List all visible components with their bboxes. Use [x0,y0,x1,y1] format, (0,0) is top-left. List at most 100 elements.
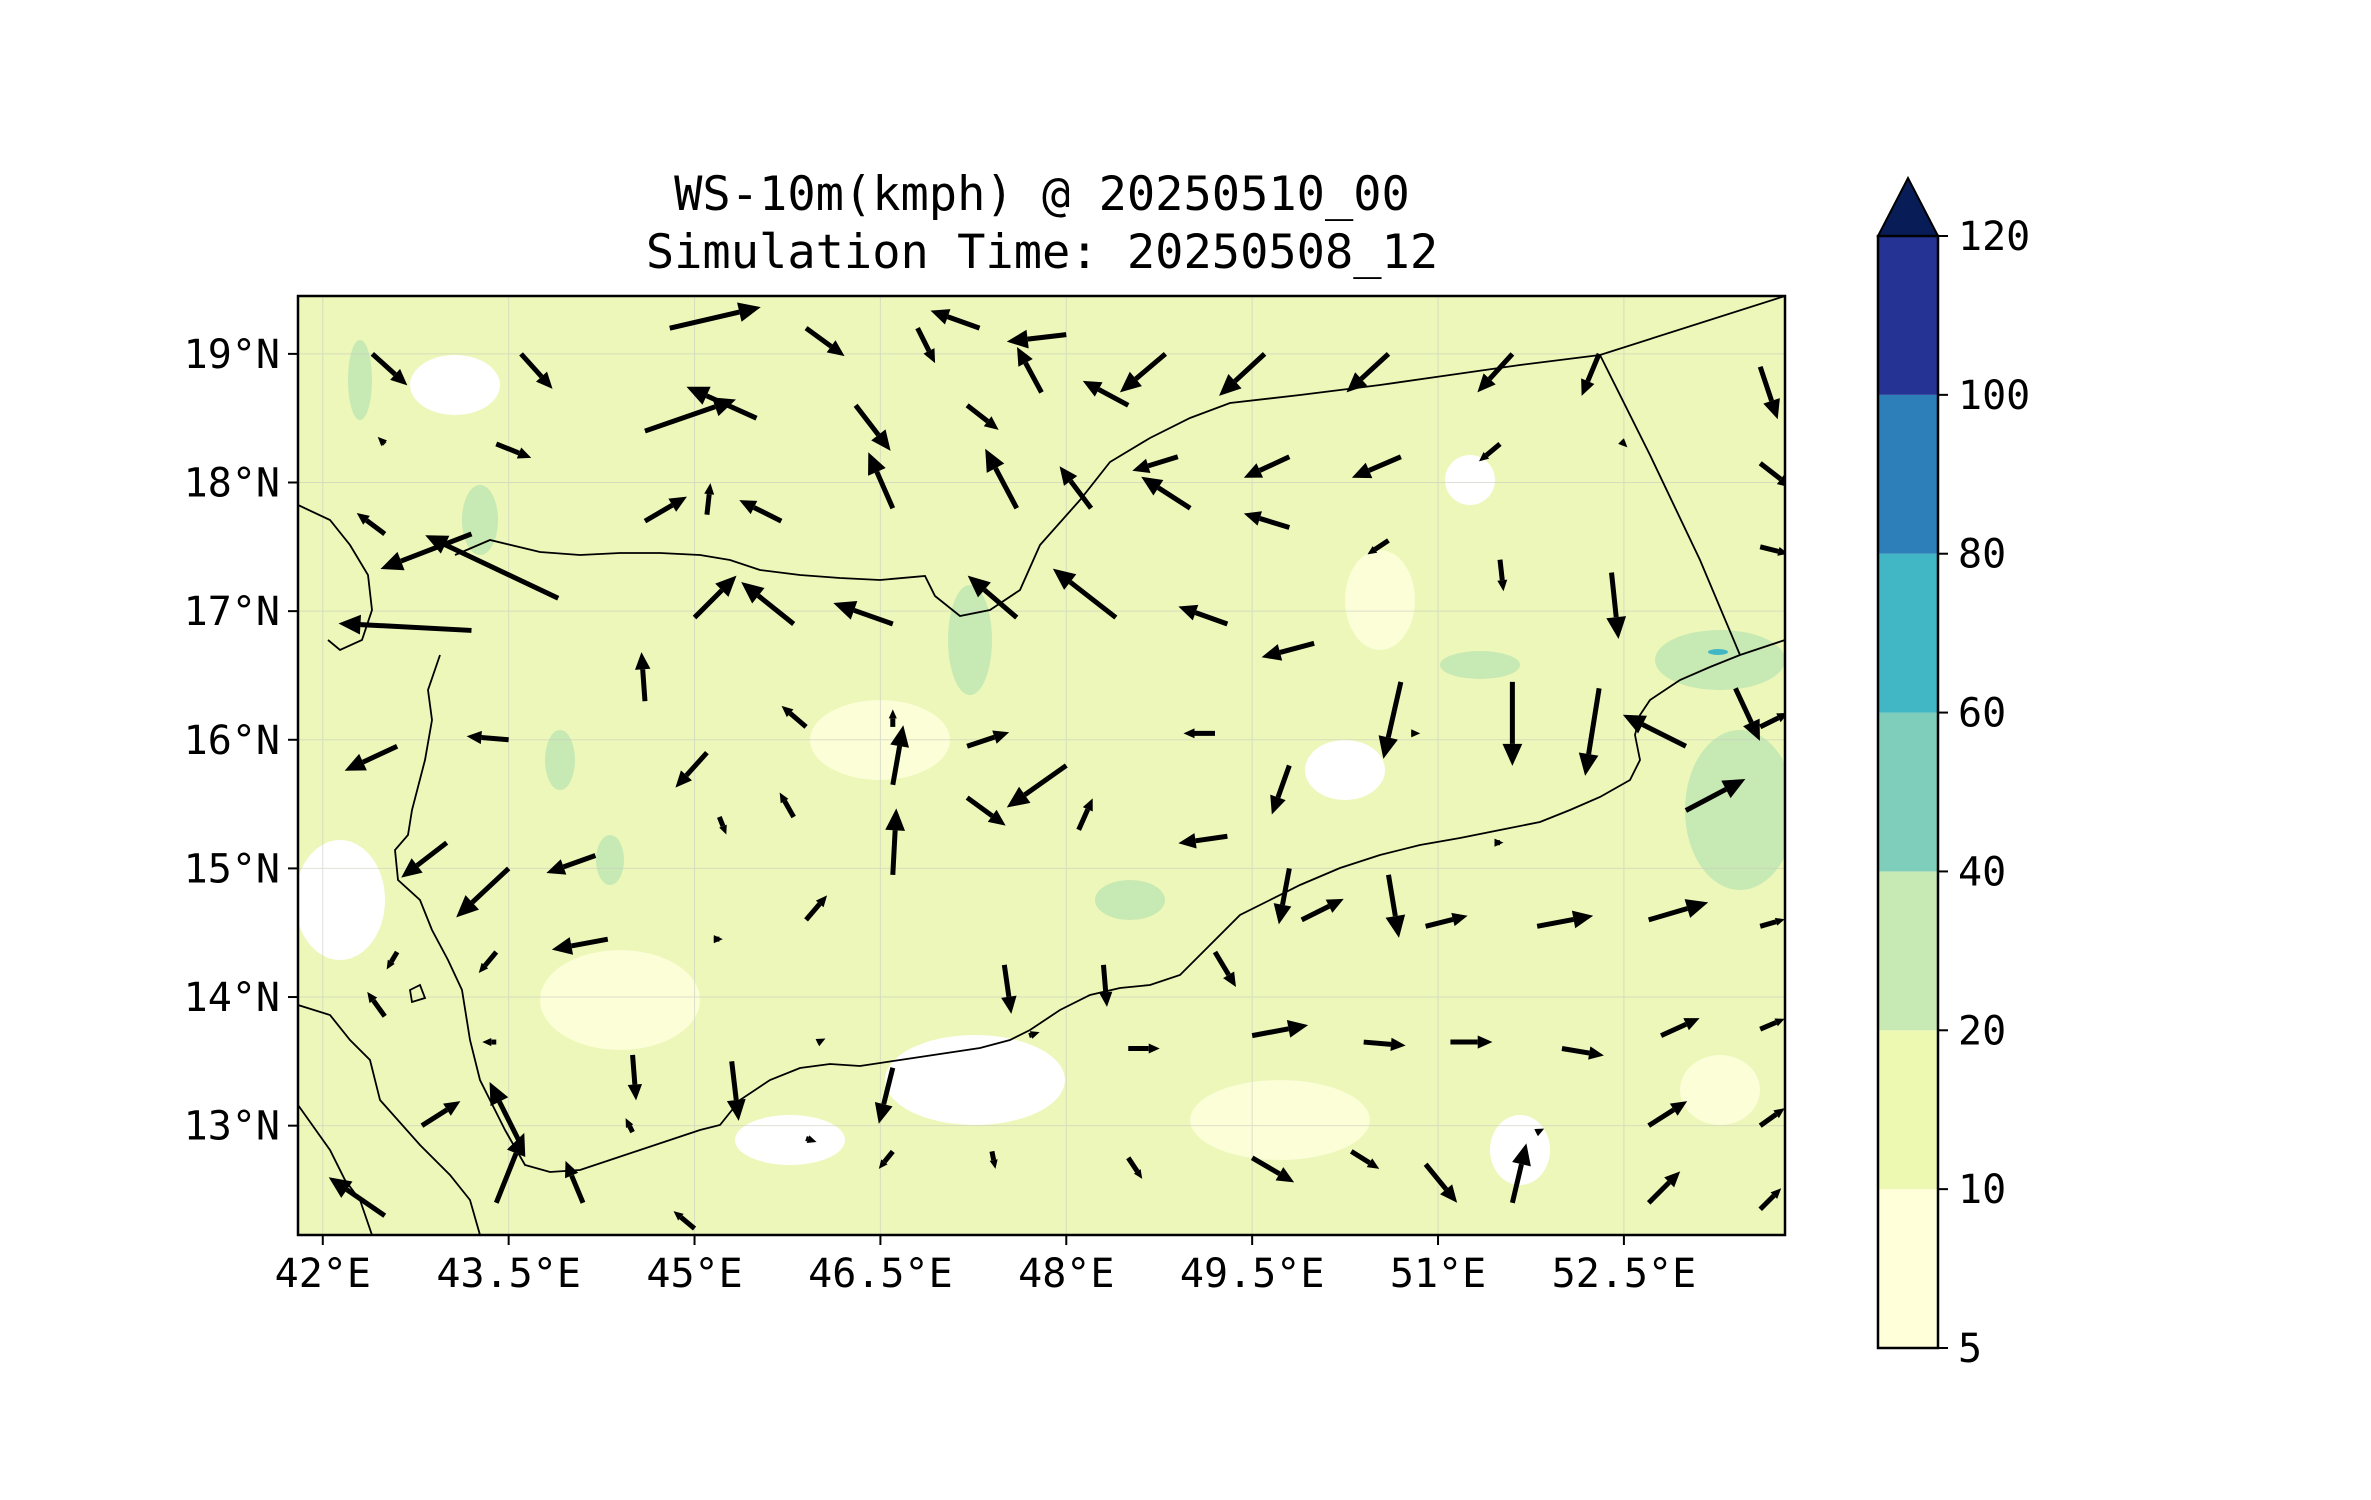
wind-arrow [1178,833,1228,849]
wind-arrow [478,950,499,974]
wind-arrow [1126,1156,1143,1179]
wind-arrow [1618,438,1628,448]
moderate-speed-patches [348,340,1785,920]
wind-arrow [930,309,981,331]
wind-arrow [1647,1101,1688,1128]
wind-arrow [1733,687,1760,741]
wind-arrow [401,840,449,878]
title-line-1: WS-10m(kmph) @ 20250510_00 [674,167,1410,222]
colorbar-tick-label: 120 [1958,214,2030,260]
colorbar-box [1878,1030,1938,1190]
wind-arrow [1477,352,1515,393]
wind-arrow [726,1061,746,1121]
wind-arrow [643,496,687,524]
colorbar-extend-triangle [1876,175,1940,237]
colorbar-tick-label: 10 [1958,1167,2006,1213]
wind-arrow [1212,950,1236,988]
wind-arrow [338,614,472,635]
wind-arrow [1052,568,1118,620]
wind-arrow [634,652,651,702]
wind-arrow [965,795,1006,826]
wind-arrow [1450,1035,1493,1049]
wind-arrow [386,950,400,970]
wind-arrow [1300,898,1344,923]
colorbar-tick-label: 60 [1958,691,2006,737]
wind-arrow [739,500,783,524]
wind-arrow [1006,329,1067,349]
wind-arrow [1261,640,1315,661]
lon-tick-label: 45°E [646,1251,742,1297]
wind-arrow [367,991,387,1018]
wind-arrow [420,1101,461,1128]
wind-arrow [627,1054,643,1101]
wind-arrow [804,326,845,357]
wind-arrow [1497,559,1508,592]
latitude-ticks: 19°N 18°N 17°N 16°N 15°N 14°N 13°N [184,332,298,1150]
coastlines-and-borders [298,296,1785,1235]
wind-arrow [888,709,897,727]
wind-arrow [1219,352,1267,396]
colorbar-box [1878,236,1938,395]
wind-arrow [1423,1162,1458,1203]
wind-arrow [1561,1046,1604,1060]
map-frame [296,294,1787,1237]
wind-arrow [874,1067,896,1124]
colorbar-tick-label: 5 [1958,1326,1982,1372]
wind-arrow [1273,867,1292,925]
wind-arrow [1578,687,1602,776]
wind-arrow [1606,572,1627,640]
wind-arrow [741,582,796,626]
wind-arrow [1128,1043,1160,1054]
wind-arrow [1494,838,1504,847]
wind-arrow [519,352,553,389]
wind-arrow [1250,1155,1295,1183]
wind-arrow [482,1038,497,1047]
colorbar-box [1878,712,1938,872]
colorbar-box [1878,871,1938,1031]
wind-arrow [1059,466,1094,510]
wind-arrow [1243,511,1291,530]
colorbar-tick-label: 40 [1958,849,2006,895]
wind-arrow [989,1150,998,1169]
wind-arrow [1141,476,1192,511]
african-coast [298,1004,481,1235]
wind-arrow [1251,1019,1309,1039]
wind-arrow [966,730,1010,749]
wind-arrow [716,816,727,835]
wind-arrow [1346,352,1391,393]
colorbar-frame [1876,234,1940,1350]
wind-arrow [625,1118,635,1134]
wind-arrow [1385,874,1406,938]
wind-arrow [1759,917,1785,929]
wind-arrow [1132,454,1179,474]
lat-tick-label: 17°N [184,589,280,635]
lon-tick-label: 52.5°E [1552,1251,1697,1297]
wind-arrow [673,1211,697,1231]
lon-tick-label: 42°E [275,1251,371,1297]
wind-arrow [853,403,891,451]
wind-arrow [328,1177,387,1218]
wind-arrow [1502,681,1523,766]
wind-arrow [686,386,758,421]
wind-arrow [1478,442,1502,462]
lat-tick-label: 14°N [184,975,280,1021]
wind-arrow [1646,1171,1681,1205]
wind-arrow [804,895,828,922]
wind-arrow [890,725,909,786]
saudi-border [454,296,1785,617]
title-line-2: Simulation Time: 20250508_12 [646,225,1438,280]
wind-arrow [489,1081,524,1147]
lat-tick-label: 15°N [184,846,280,892]
lat-tick-label: 18°N [184,461,280,507]
colorbar-box [1878,394,1938,554]
wind-arrow [815,1038,826,1047]
oman-border [1599,354,1741,656]
wind-arrow [1076,798,1093,831]
wind-arrow [456,866,511,918]
gridlines [298,296,1785,1235]
red-sea-coast-south [394,639,1785,1173]
wind-arrow [713,935,723,944]
wind-arrow [1509,1143,1531,1204]
wind-arrow [704,483,715,515]
